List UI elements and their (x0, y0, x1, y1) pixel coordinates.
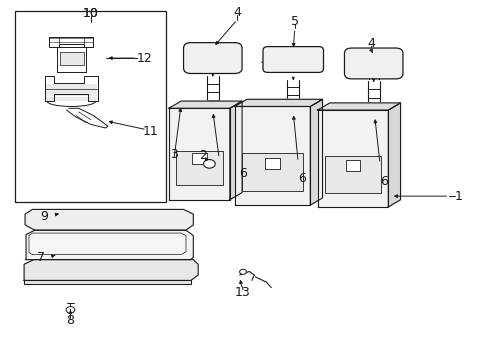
Circle shape (239, 269, 246, 274)
Polygon shape (387, 103, 400, 207)
Text: 10: 10 (83, 8, 99, 21)
Text: 2: 2 (199, 149, 206, 162)
Bar (176, 150, 222, 185)
Text: 6: 6 (380, 175, 387, 188)
Bar (60, 52, 83, 64)
Text: 6: 6 (239, 167, 246, 180)
Text: 9: 9 (41, 210, 48, 223)
Text: 3: 3 (169, 148, 177, 161)
Bar (325, 156, 380, 193)
Text: 7: 7 (37, 251, 45, 264)
Circle shape (66, 307, 75, 313)
Text: 4: 4 (233, 6, 241, 19)
Text: 12: 12 (137, 51, 153, 64)
Polygon shape (234, 107, 310, 205)
Polygon shape (168, 101, 242, 108)
Text: 5: 5 (290, 15, 298, 28)
Bar (242, 153, 303, 191)
Text: 4: 4 (366, 36, 374, 50)
FancyBboxPatch shape (344, 48, 402, 79)
Polygon shape (24, 280, 190, 284)
FancyBboxPatch shape (263, 46, 323, 72)
Text: 1: 1 (454, 190, 462, 203)
Circle shape (203, 159, 215, 168)
Polygon shape (25, 210, 193, 230)
Text: 8: 8 (66, 314, 74, 327)
Bar (264, 158, 279, 169)
Polygon shape (317, 110, 387, 207)
FancyBboxPatch shape (183, 42, 242, 73)
Polygon shape (168, 108, 229, 200)
Bar (192, 153, 206, 164)
Polygon shape (24, 260, 198, 280)
Text: 11: 11 (142, 125, 159, 138)
Bar (15, 12, 166, 202)
Text: 10: 10 (83, 8, 99, 21)
Polygon shape (317, 103, 400, 110)
Polygon shape (26, 230, 193, 260)
Text: 6: 6 (298, 172, 306, 185)
Polygon shape (234, 99, 322, 107)
Bar (345, 160, 360, 171)
Text: 13: 13 (235, 286, 250, 299)
Polygon shape (229, 101, 242, 200)
Polygon shape (310, 99, 322, 205)
